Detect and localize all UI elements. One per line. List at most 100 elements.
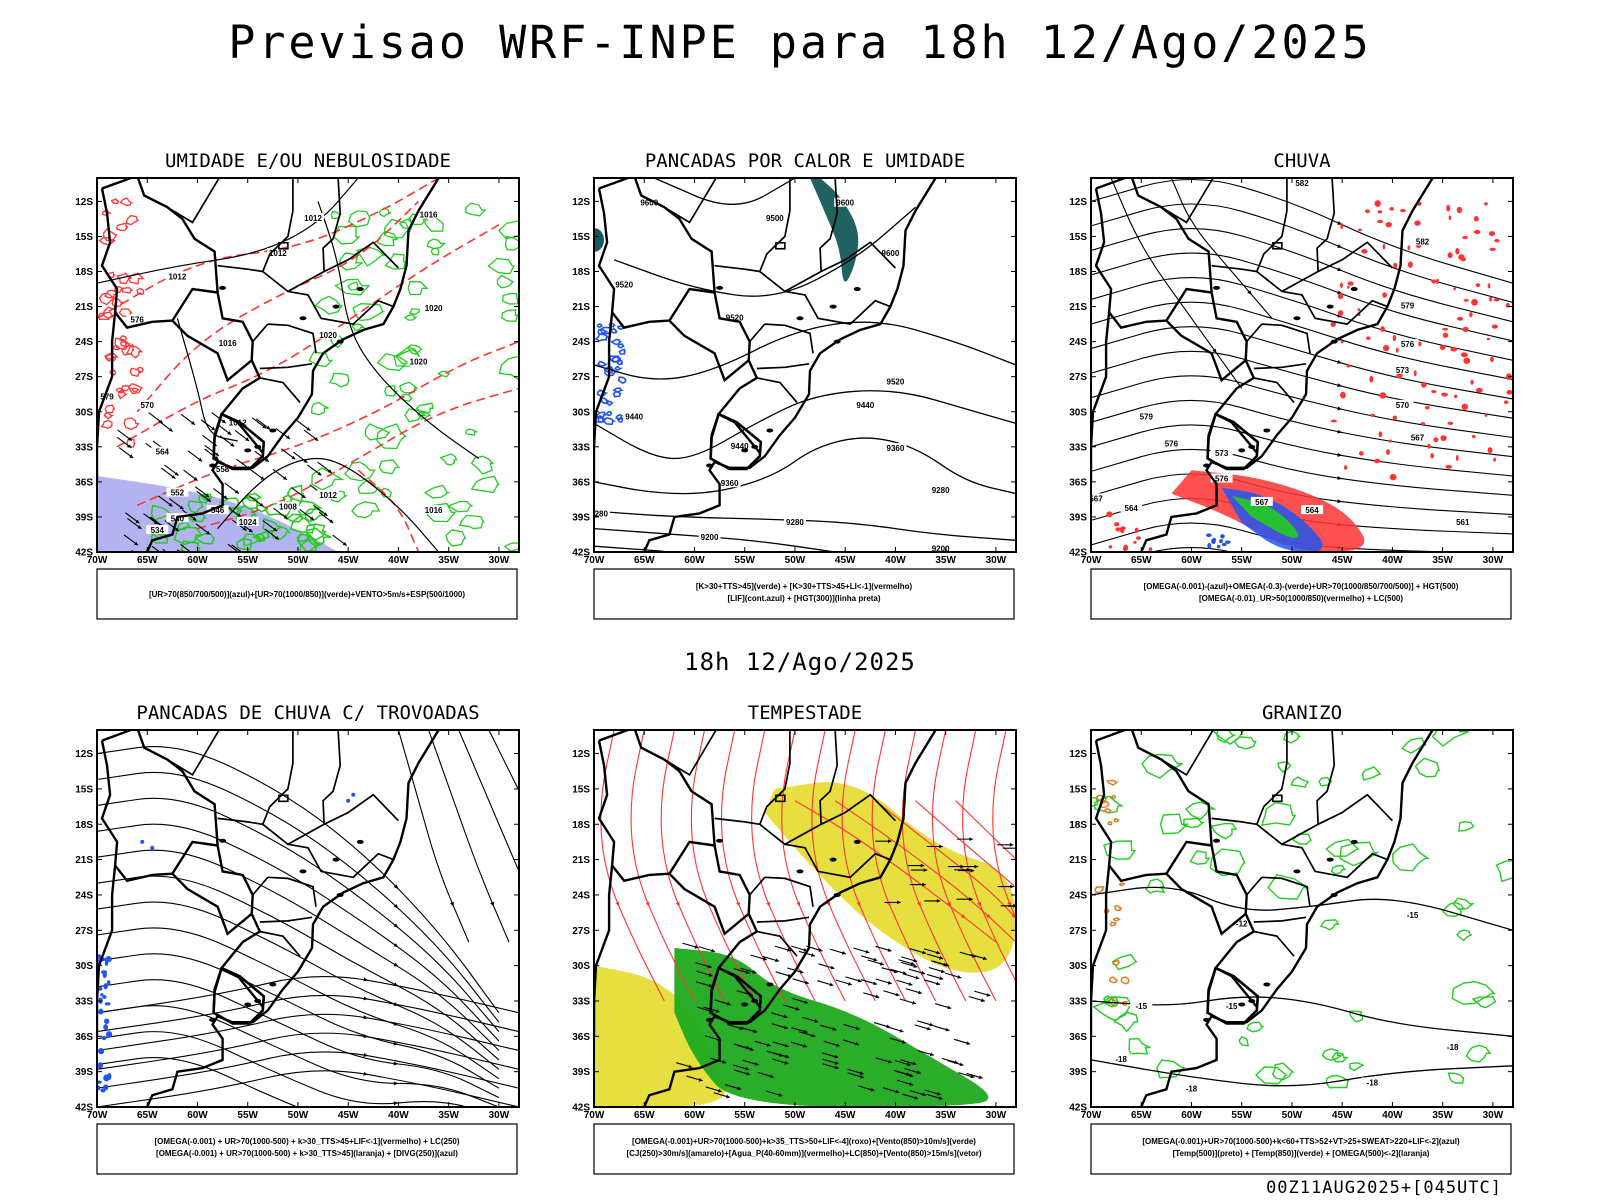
lon-label: 35W: [935, 555, 956, 566]
wind-vector-head: [803, 1044, 807, 1048]
lat-label: 12S: [75, 197, 93, 208]
humidity-contour-green: [458, 514, 485, 530]
humidity-contour-red: [113, 344, 120, 351]
temp-850-contour-green: [1457, 820, 1475, 832]
contour-label-bg: [884, 376, 907, 386]
streamline-arrowhead: [393, 962, 399, 967]
lake: [829, 857, 837, 862]
wind-vector-head: [939, 955, 943, 960]
contour-label-bg: [723, 312, 746, 322]
coastline: [146, 730, 440, 1107]
wind-vector-head: [895, 992, 900, 997]
rain-area-red: [1392, 415, 1398, 420]
panel-content: [594, 730, 1016, 1107]
panel-title: PANCADAS POR CALOR E UMIDADE: [645, 150, 965, 172]
streamline-arrowhead: [393, 903, 399, 909]
state-border: [252, 876, 269, 896]
rain-area-red: [1488, 231, 1496, 237]
contour-label: 9280: [590, 510, 608, 519]
contour-label: -18: [1367, 1078, 1379, 1087]
streamline: [1091, 522, 1481, 552]
contour-label-bg: [1391, 364, 1414, 374]
wind-vector-head: [909, 1073, 914, 1078]
state-border: [166, 178, 221, 224]
state-border: [756, 377, 798, 403]
wind-vector-head: [784, 1060, 789, 1065]
divergence-area-blue: [150, 845, 155, 850]
lon-label: 30W: [489, 1110, 510, 1121]
thickness-isoline: [136, 340, 519, 507]
wind-vector-head: [168, 502, 173, 507]
temp-500-isotherm: [1091, 886, 1513, 931]
rain-area-red: [1475, 283, 1481, 288]
divergence-area-blue: [97, 1062, 104, 1069]
lif-contour-blue: [611, 355, 622, 363]
lat-label: 18S: [75, 267, 93, 278]
panel-frame: [1090, 729, 1514, 1108]
lif-contour-blue: [597, 417, 604, 423]
state-border: [764, 323, 814, 354]
rain-area-blue: [1219, 539, 1223, 544]
humidity-contour-red: [136, 366, 144, 374]
wind-vector-head: [926, 1026, 931, 1031]
lon-label: 65W: [1131, 555, 1152, 566]
wind-vector-head: [787, 948, 791, 952]
wind-vector-head: [922, 1092, 926, 1097]
rain-area-red: [1458, 254, 1465, 260]
streamline-arrowhead: [1337, 476, 1343, 480]
lat-label: 18S: [572, 820, 590, 831]
lon-label: 40W: [1382, 555, 1403, 566]
streamline: [97, 1051, 519, 1089]
lat-label: 15S: [75, 784, 93, 795]
map-panel-umidade: 1012101210121016102010201016102010121012…: [75, 150, 520, 620]
hgt-300-isoline: [594, 321, 1016, 380]
wind-vector-head: [753, 1029, 758, 1034]
rain-area-red: [1413, 370, 1417, 377]
humidity-contour-green: [296, 533, 313, 543]
streamline-arrowhead: [1337, 452, 1343, 457]
lat-label: 21S: [75, 302, 93, 313]
streamline: [458, 730, 519, 873]
rain-area-red: [1347, 285, 1350, 289]
lat-label: 18S: [1069, 820, 1087, 831]
temp-850-contour-green: [1339, 841, 1380, 867]
state-border: [784, 843, 891, 879]
contour-label-bg: [1130, 1000, 1153, 1010]
panel-title: CHUVA: [1273, 150, 1331, 172]
contour-label-bg: [728, 440, 751, 450]
isobar: [217, 457, 440, 552]
wind-vector-head: [137, 525, 142, 529]
humidity-contour-red: [126, 345, 144, 359]
wind-vector-head: [214, 452, 219, 456]
rain-area-red: [1433, 437, 1439, 443]
federal-district: [1272, 794, 1283, 803]
lat-label: 30S: [75, 961, 93, 972]
rain-area-red: [1383, 345, 1390, 352]
wind-vector-head: [893, 969, 898, 974]
contour-label-bg: [236, 516, 259, 526]
lon-label: 60W: [187, 555, 208, 566]
rain-area-red: [1424, 405, 1430, 410]
wind-vector-head: [168, 427, 173, 432]
temp-850-contour-green: [1330, 864, 1346, 876]
lon-label: 35W: [438, 555, 459, 566]
legend-text: [OMEGA(-0.001)+UR>70(1000-500)+k>35_TTS>…: [632, 1137, 976, 1146]
contour-label: 1016: [425, 506, 443, 515]
state-border: [663, 730, 718, 776]
wind-vector-head: [847, 981, 852, 986]
omega-contour-orange: [1110, 794, 1117, 800]
rain-area-red: [1448, 215, 1452, 221]
federal-district: [1272, 241, 1283, 250]
temp-850-contour-green: [1361, 766, 1382, 781]
humidity-contour-red: [125, 214, 139, 226]
rain-area-red: [1503, 400, 1509, 405]
contour-label-bg: [136, 399, 159, 409]
rain-area-red: [1463, 357, 1471, 364]
state-border: [1255, 178, 1394, 293]
state-border: [1316, 730, 1336, 825]
humidity-contour-green: [398, 393, 413, 403]
contour-label-bg: [613, 279, 636, 289]
rain-area-red: [1357, 308, 1361, 312]
state-border: [1160, 730, 1215, 776]
rain-area-red: [1450, 347, 1458, 352]
